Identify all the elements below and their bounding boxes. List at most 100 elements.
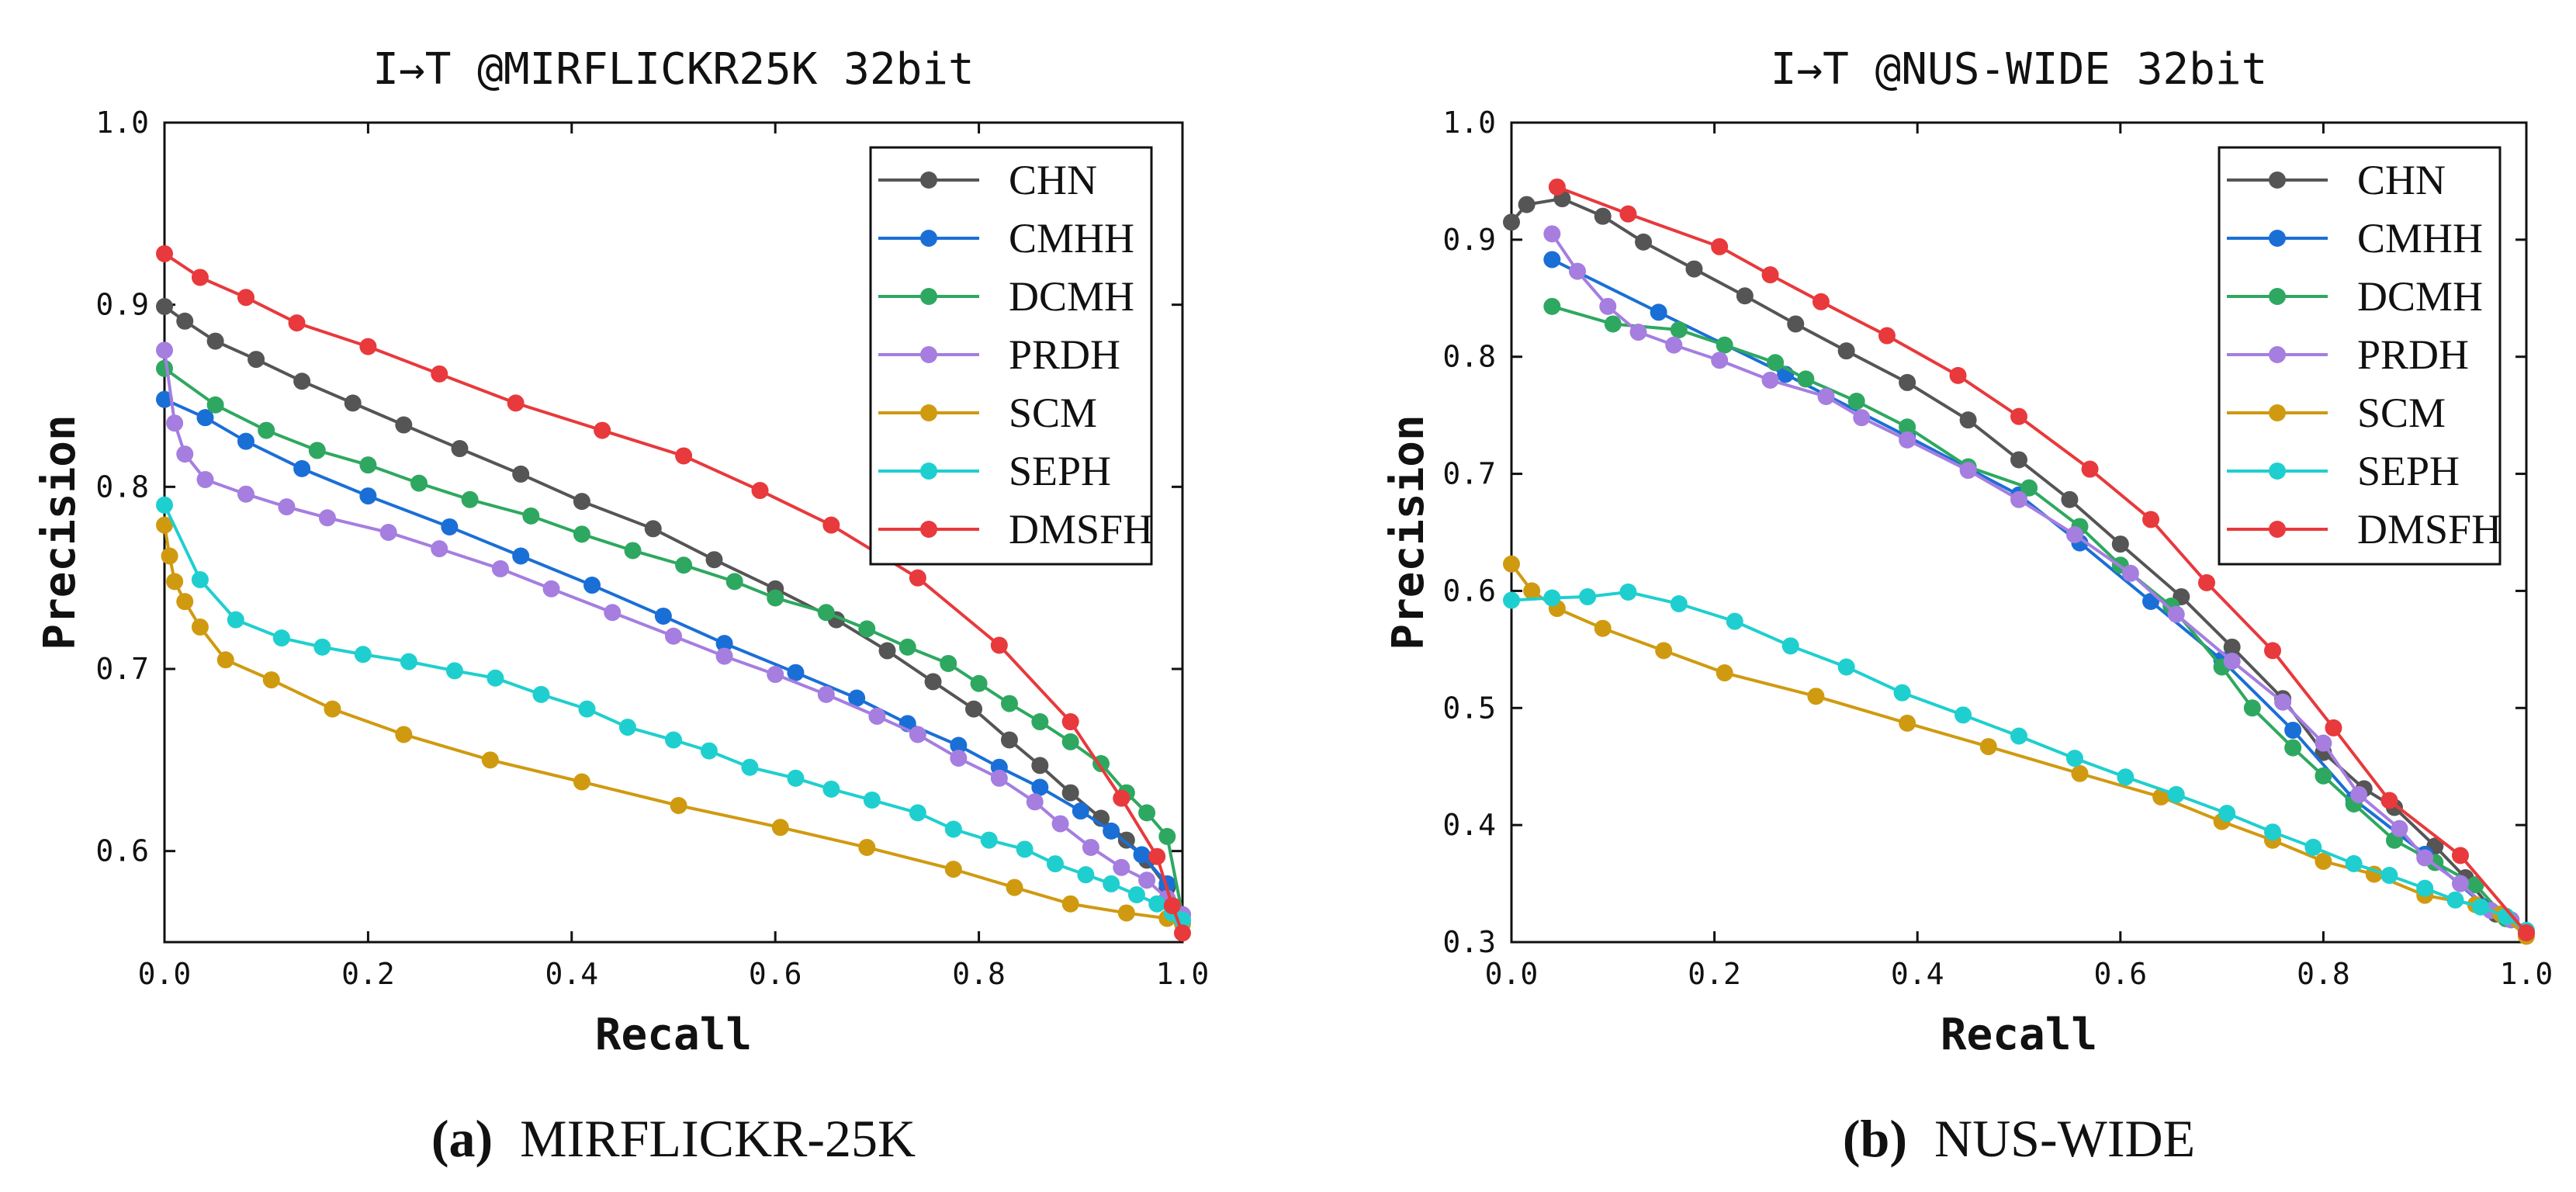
- legend-item-dmsfh: DMSFH: [2227, 506, 2502, 553]
- data-point-seph: [2345, 854, 2363, 872]
- data-point-seph: [1103, 875, 1120, 892]
- data-point-scm: [166, 573, 184, 591]
- legend-item-dcmh: DCMH: [2227, 273, 2483, 320]
- data-point-chn: [644, 520, 662, 538]
- data-point-prdh: [196, 470, 214, 488]
- x-tick-label: 0.6: [749, 957, 802, 991]
- data-point-dcmh: [1543, 297, 1561, 315]
- data-point-dcmh: [725, 573, 743, 591]
- data-point-chn: [965, 700, 983, 718]
- legend-item-dmsfh: DMSFH: [878, 506, 1153, 553]
- data-point-scm: [771, 819, 789, 837]
- x-tick-label: 0.6: [2093, 957, 2147, 991]
- data-point-prdh: [379, 524, 397, 541]
- data-point-prdh: [1853, 409, 1871, 427]
- data-point-prdh: [318, 509, 336, 527]
- data-point-dmsfh: [191, 269, 209, 286]
- data-point-chn: [924, 673, 942, 691]
- data-point-dcmh: [970, 674, 988, 692]
- data-point-prdh: [817, 685, 835, 703]
- data-point-seph: [2472, 898, 2490, 916]
- series-line-dmsfh: [163, 252, 1184, 934]
- data-point-chn: [1000, 731, 1018, 749]
- data-point-cmhh: [1072, 802, 1089, 820]
- data-point-chn: [156, 298, 173, 316]
- data-point-dcmh: [1138, 804, 1156, 822]
- series-layer: [156, 244, 1191, 942]
- caption-label: (a): [431, 1109, 493, 1168]
- data-point-dmsfh: [675, 447, 693, 465]
- data-point-scm: [1061, 895, 1079, 913]
- data-point-cmhh: [156, 390, 173, 408]
- data-point-prdh: [1599, 297, 1617, 315]
- data-point-seph: [618, 719, 636, 736]
- legend-marker-seph: [2269, 463, 2286, 480]
- data-point-dmsfh: [1949, 366, 1967, 384]
- data-point-seph: [445, 662, 463, 680]
- data-point-prdh: [1113, 858, 1130, 876]
- data-point-chn: [395, 416, 413, 434]
- data-point-seph: [1781, 637, 1799, 655]
- data-point-seph: [191, 571, 209, 589]
- data-point-dmsfh: [507, 394, 525, 412]
- x-tick-label: 0.8: [2297, 957, 2350, 991]
- data-point-prdh: [1569, 262, 1587, 280]
- figure-caption: (a) MIRFLICKR-25K: [431, 1109, 916, 1168]
- data-point-cmhh: [2284, 721, 2302, 739]
- data-point-chn: [176, 312, 194, 330]
- data-point-chn: [1685, 260, 1703, 278]
- data-point-dmsfh: [288, 314, 306, 332]
- legend-label-dmsfh: DMSFH: [2357, 506, 2502, 553]
- series-line-seph: [163, 504, 1184, 922]
- data-point-dmsfh: [2010, 407, 2027, 425]
- data-point-chn: [2111, 535, 2129, 553]
- x-tick-label: 0.2: [341, 957, 395, 991]
- data-point-scm: [858, 838, 876, 856]
- data-point-dcmh: [2243, 699, 2261, 717]
- data-point-seph: [1543, 589, 1561, 607]
- data-point-cmhh: [512, 547, 530, 565]
- data-point-chn: [1031, 757, 1049, 774]
- data-point-chn: [451, 440, 469, 458]
- data-point-dcmh: [308, 442, 326, 459]
- legend-label-dcmh: DCMH: [2357, 273, 2483, 320]
- data-point-seph: [313, 638, 331, 656]
- y-tick-label: 0.6: [95, 834, 149, 868]
- y-axis-label: Precision: [35, 414, 85, 650]
- legend: CHN CMHH DCMH PRDH SCM SEPH DMSFH: [869, 146, 1153, 566]
- data-point-seph: [909, 804, 926, 822]
- data-point-dmsfh: [1113, 789, 1130, 807]
- data-point-prdh: [2451, 875, 2469, 892]
- data-point-chn: [2010, 451, 2027, 469]
- data-point-prdh: [767, 666, 784, 684]
- legend-item-dcmh: DCMH: [878, 273, 1134, 320]
- data-point-cmhh: [715, 635, 733, 653]
- legend-marker-chn: [2269, 172, 2286, 189]
- data-point-seph: [2264, 823, 2281, 841]
- legend-marker-dmsfh: [920, 521, 937, 538]
- data-point-prdh: [542, 580, 560, 598]
- data-point-chn: [1503, 213, 1520, 231]
- data-point-dmsfh: [2380, 792, 2398, 809]
- data-point-seph: [700, 742, 718, 760]
- data-point-prdh: [1899, 431, 1916, 449]
- data-point-scm: [1503, 555, 1520, 573]
- data-point-dcmh: [624, 542, 642, 560]
- data-point-prdh: [2274, 693, 2292, 711]
- chart-title: I→T @NUS-WIDE 32bit: [1771, 44, 2268, 95]
- data-point-prdh: [1543, 225, 1561, 243]
- data-point-scm: [481, 751, 499, 769]
- data-point-prdh: [2010, 490, 2027, 508]
- data-point-chn: [344, 394, 362, 412]
- y-tick-label: 0.4: [1442, 808, 1496, 842]
- data-point-seph: [1726, 612, 1743, 630]
- data-point-seph: [2304, 838, 2322, 856]
- data-point-seph: [944, 820, 962, 838]
- data-point-dmsfh: [2142, 511, 2160, 528]
- data-point-chn: [1959, 411, 1977, 429]
- data-point-dmsfh: [2081, 460, 2099, 478]
- data-point-dmsfh: [751, 482, 769, 500]
- y-tick-label: 1.0: [95, 106, 149, 140]
- legend-label-prdh: PRDH: [1009, 331, 1120, 378]
- data-point-seph: [822, 780, 840, 798]
